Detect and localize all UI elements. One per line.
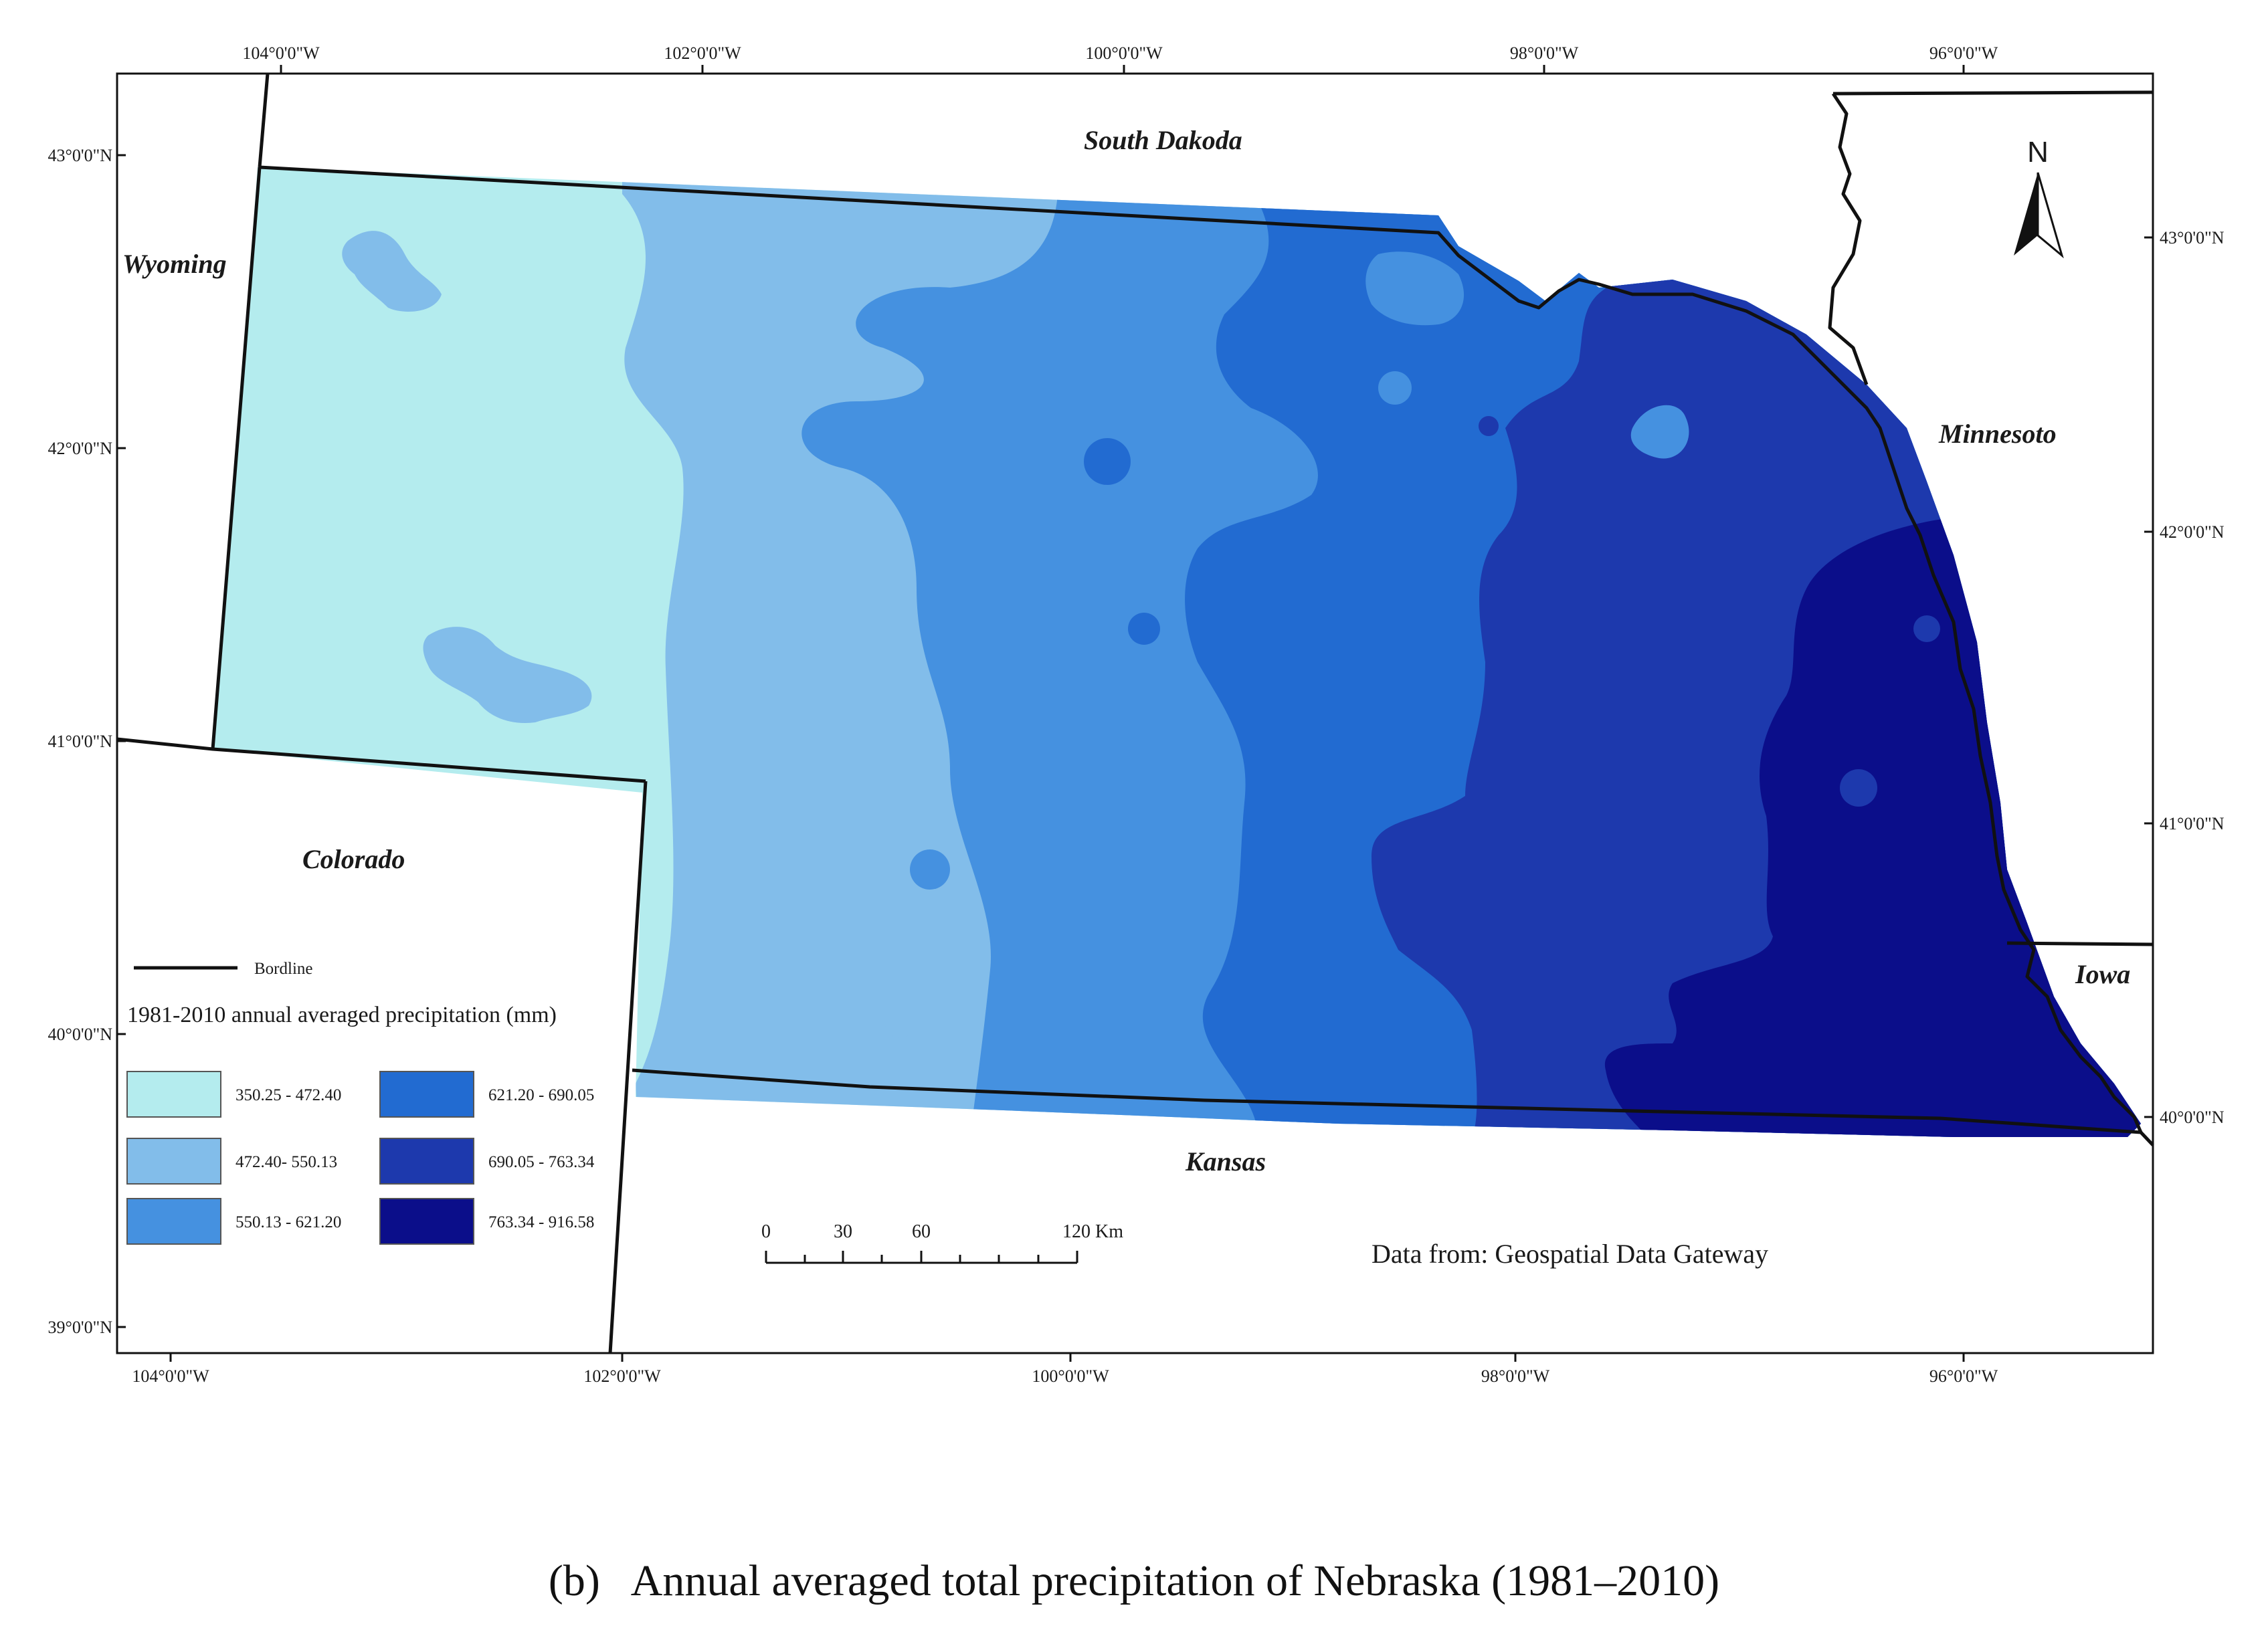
zone-island	[1128, 613, 1160, 645]
state-borders	[116, 73, 2154, 1354]
lat-label-left: 40°0'0"N	[48, 1025, 113, 1044]
scale-label: 120 Km	[1062, 1221, 1123, 1242]
legend-label: 690.05 - 763.34	[488, 1153, 595, 1171]
latitude-ticks-left: 43°0'0"N 42°0'0"N 41°0'0"N 40°0'0"N 39°0…	[48, 146, 126, 1337]
compass-arrow-icon	[2014, 173, 2038, 256]
lon-label-top: 98°0'0"W	[1510, 43, 1579, 63]
nebraska-border	[259, 165, 2143, 1134]
iowa-border	[2006, 941, 2154, 946]
state-label-kansas: Kansas	[1185, 1146, 1266, 1177]
legend-swatch	[379, 1198, 474, 1245]
state-label-wyoming: Wyoming	[122, 249, 227, 279]
data-source: Data from: Geospatial Data Gateway	[1372, 1239, 1768, 1269]
zone-island	[910, 849, 950, 890]
minnesota-western-border	[1828, 92, 1869, 385]
legend-label: 763.34 - 916.58	[488, 1213, 594, 1231]
legend-swatch	[126, 1071, 221, 1118]
scale-label: 30	[834, 1221, 852, 1242]
state-label-south-dakota: South Dakoda	[1084, 125, 1242, 155]
wyoming-nebraska-border	[211, 167, 262, 750]
zone-island	[1913, 615, 1940, 642]
legend-swatch	[379, 1138, 474, 1185]
lat-label-left: 43°0'0"N	[48, 146, 113, 165]
legend-swatch	[126, 1198, 221, 1245]
zone-island	[885, 1009, 915, 1038]
compass-arrow-icon-outline	[2037, 172, 2064, 259]
scale-label: 60	[912, 1221, 931, 1242]
lat-label-right: 43°0'0"N	[2160, 228, 2225, 247]
state-label-colorado: Colorado	[302, 844, 405, 874]
legend-swatch	[379, 1071, 474, 1118]
north-arrow-label: N	[2027, 136, 2049, 169]
zone-island	[423, 627, 592, 723]
legend: Bordline 1981-2010 annual averaged preci…	[126, 960, 595, 1245]
scale-label: 0	[761, 1221, 771, 1242]
wyoming-border	[258, 73, 270, 168]
zone-island	[1084, 438, 1131, 485]
zone-island	[1378, 371, 1412, 405]
lon-label-top: 104°0'0"W	[242, 43, 320, 63]
lon-label-bottom: 98°0'0"W	[1481, 1366, 1550, 1386]
lat-label-left: 42°0'0"N	[48, 439, 113, 458]
borderline-label: Bordline	[254, 960, 313, 978]
zone-island	[1479, 416, 1499, 436]
legend-items: 350.25 - 472.40 472.40- 550.13 550.13 - 62…	[126, 1071, 595, 1245]
figure-caption: (b) Annual averaged total precipitation …	[549, 1556, 1719, 1605]
lon-label-bottom: 104°0'0"W	[132, 1366, 209, 1386]
zone-island	[1630, 405, 1689, 459]
lat-label-left: 39°0'0"N	[48, 1318, 113, 1337]
lon-label-bottom: 96°0'0"W	[1929, 1366, 1998, 1386]
lon-label-top: 102°0'0"W	[664, 43, 741, 63]
map-frame	[116, 72, 2154, 1354]
legend-label: 550.13 - 621.20	[235, 1213, 341, 1231]
lat-label-left: 41°0'0"N	[48, 732, 113, 751]
longitude-ticks-bottom: 104°0'0"W 102°0'0"W 100°0'0"W 98°0'0"W 9…	[132, 1353, 1998, 1386]
zone-island	[1840, 769, 1877, 807]
legend-title: 1981-2010 annual averaged precipitation …	[127, 1003, 557, 1027]
state-label-minnesota: Minnesoto	[1938, 419, 2057, 449]
lat-label-right: 41°0'0"N	[2160, 814, 2225, 833]
lon-label-bottom: 102°0'0"W	[583, 1366, 661, 1386]
legend-label: 350.25 - 472.40	[235, 1086, 341, 1104]
lon-label-top: 100°0'0"W	[1085, 43, 1163, 63]
lat-label-right: 42°0'0"N	[2160, 522, 2225, 542]
colorado-eastern-border	[608, 781, 648, 1354]
latitude-ticks-right: 43°0'0"N 42°0'0"N 41°0'0"N 40°0'0"N	[2144, 228, 2225, 1127]
iowa-southern-border	[2140, 1131, 2154, 1146]
legend-swatch	[126, 1138, 221, 1185]
colorado-northern-border	[116, 737, 646, 783]
lat-label-right: 40°0'0"N	[2160, 1108, 2225, 1127]
longitude-ticks-top: 104°0'0"W 102°0'0"W 100°0'0"W 98°0'0"W 9…	[242, 43, 1998, 74]
scale-bar: 0 30 60 120 Km	[761, 1221, 1123, 1264]
lon-label-bottom: 100°0'0"W	[1032, 1366, 1109, 1386]
state-label-iowa: Iowa	[2075, 959, 2130, 989]
legend-label: 621.20 - 690.05	[488, 1086, 594, 1104]
zone-island	[342, 231, 442, 312]
north-arrow: N	[2014, 136, 2064, 259]
lon-label-top: 96°0'0"W	[1929, 43, 1998, 63]
zone-island	[1365, 251, 1464, 326]
legend-label: 472.40- 550.13	[235, 1153, 337, 1171]
minnesota-border	[1832, 90, 2154, 96]
precipitation-zones	[214, 167, 2141, 1137]
